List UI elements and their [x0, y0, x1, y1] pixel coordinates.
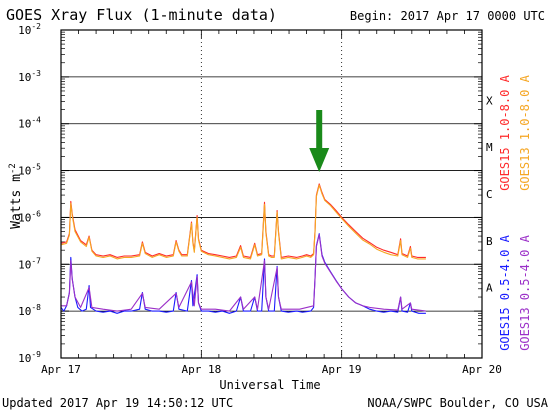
y-tick-label: 10-9: [18, 350, 41, 365]
series-layer: [60, 183, 426, 314]
y-tick-label: 10-7: [18, 256, 41, 271]
legend-entry-label: GOES13 0.5-4.0 A: [518, 234, 532, 350]
flare-class-label: A: [486, 282, 493, 295]
marker-layer: [309, 110, 330, 172]
arrow-head: [309, 148, 330, 172]
legend-entry: GOES13 0.5-4.0 A: [518, 234, 532, 350]
x-axis-label: Universal Time: [219, 378, 320, 392]
flare-class-label: C: [486, 188, 493, 201]
y-tick-label: 10-3: [18, 69, 41, 84]
y-tick-labels: 10-9 10-8 10-7 10-6 10-5 10-4 10-3 10-2: [18, 22, 41, 365]
plot-frame: [60, 29, 483, 359]
x-tick-label: Apr 18: [181, 363, 221, 376]
legend-entry-label: GOES13 1.0-8.0 A: [518, 74, 532, 190]
footer-updated: Updated 2017 Apr 19 14:50:12 UTC: [2, 396, 233, 410]
legend-entry: GOES15 0.5-4.0 A: [498, 234, 512, 350]
flare-class-label: B: [486, 235, 493, 248]
legend-entry-label: GOES15 0.5-4.0 A: [498, 234, 512, 350]
footer-credit: NOAA/SWPC Boulder, CO USA: [367, 396, 548, 410]
arrow-shaft: [316, 110, 323, 150]
y-tick-label: 10-5: [18, 163, 41, 178]
y-tick-label: 10-6: [18, 209, 41, 224]
flare-class-label: X: [486, 94, 493, 107]
x-tick-label: Apr 19: [322, 363, 362, 376]
x-tick-labels: Apr 17 Apr 18 Apr 19 Apr 20: [41, 363, 502, 376]
legend-entry: GOES15 1.0-8.0 A: [498, 74, 512, 190]
chart-title: GOES Xray Flux (1-minute data): [6, 6, 277, 24]
legend-entry: GOES13 1.0-8.0 A: [518, 74, 532, 190]
y-tick-label: 10-2: [18, 22, 41, 37]
y-axis-label: Watts m-2: [8, 163, 24, 229]
flare-class-labels: A B C M X: [486, 94, 493, 294]
series-line: [61, 234, 426, 312]
x-tick-label: Apr 20: [462, 363, 502, 376]
x-tick-label: Apr 17: [41, 363, 81, 376]
svg-text:Watts m-2: Watts m-2: [8, 163, 24, 229]
begin-label: Begin: 2017 Apr 17 0000 UTC: [350, 9, 545, 23]
series-line: [60, 183, 426, 258]
y-tick-label: 10-4: [18, 116, 41, 131]
flare-class-label: M: [486, 141, 493, 154]
legend-entry-label: GOES15 1.0-8.0 A: [498, 74, 512, 190]
y-tick-label: 10-8: [18, 303, 41, 318]
legend: GOES15 1.0-8.0 A GOES13 1.0-8.0 A GOES15 0…: [498, 74, 532, 350]
grid-layer: [60, 29, 483, 359]
series-line: [60, 184, 426, 260]
